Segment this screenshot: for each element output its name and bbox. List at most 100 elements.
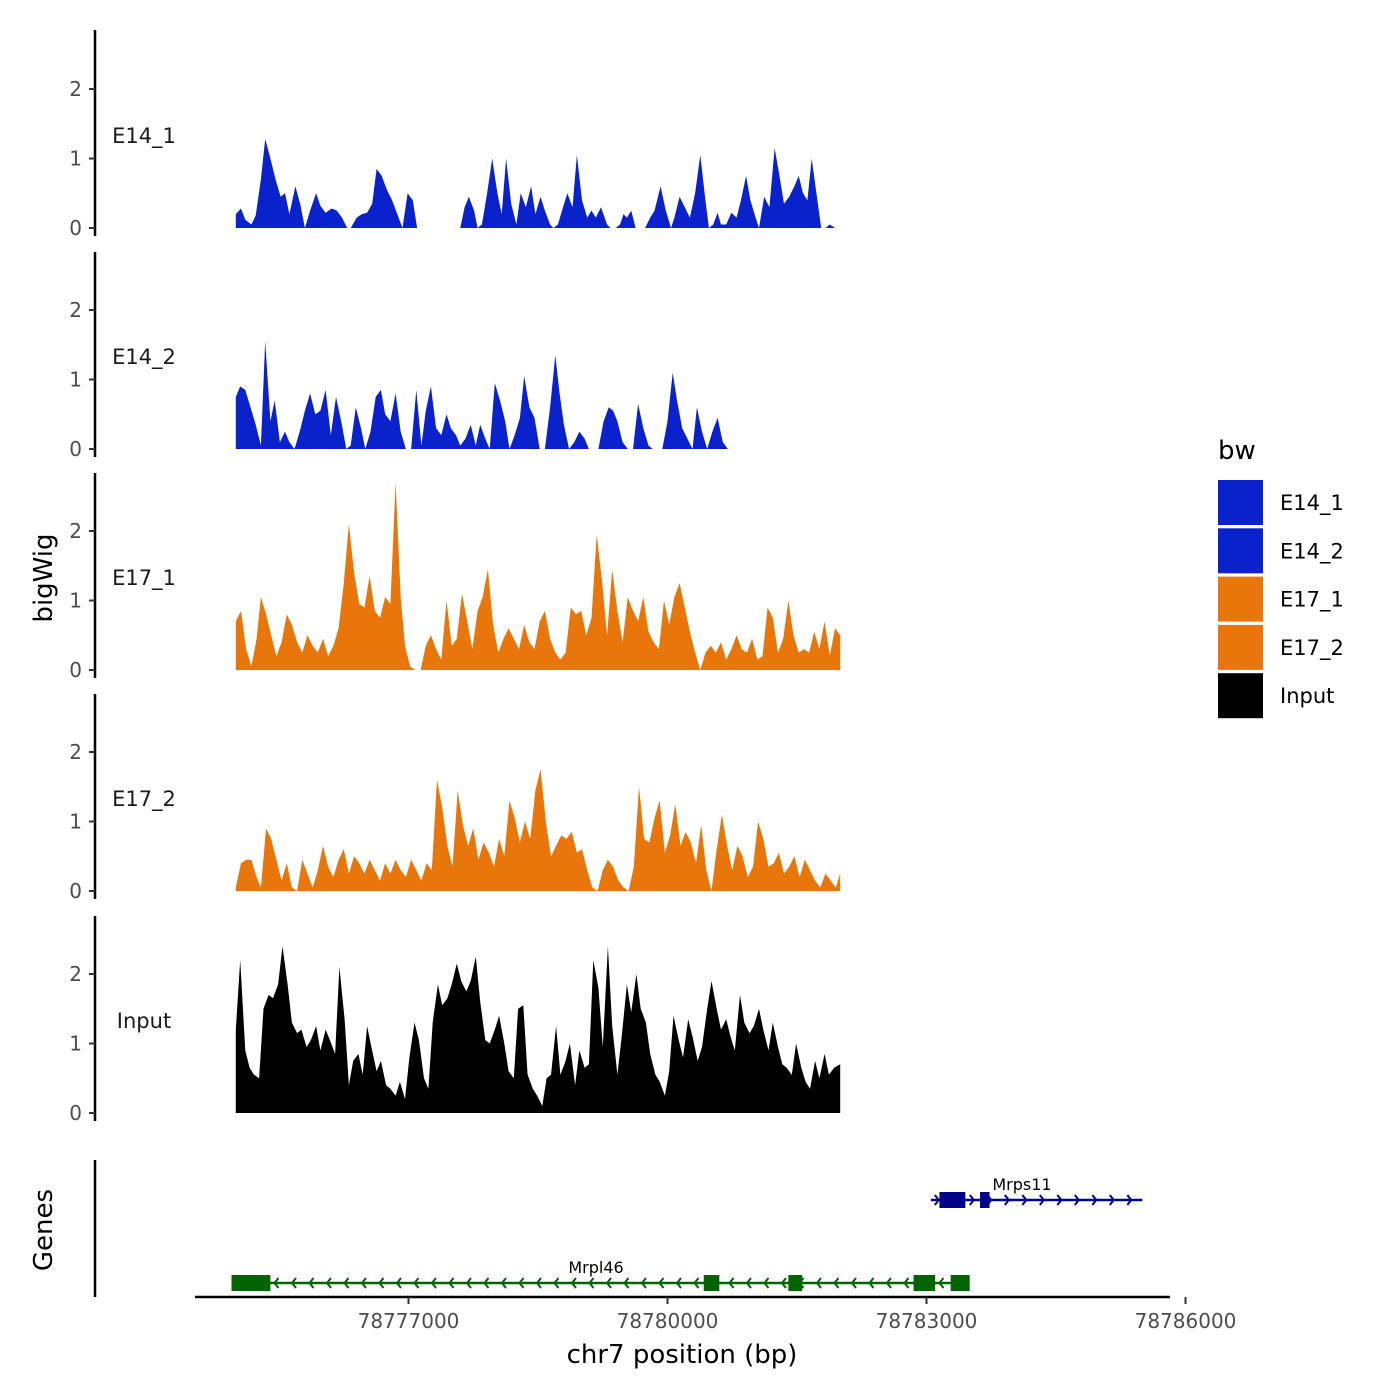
strand-arrow bbox=[535, 1277, 542, 1289]
legend-swatch-E14_2 bbox=[1218, 528, 1263, 574]
strand-arrow bbox=[1056, 1194, 1063, 1206]
area-E17_2 bbox=[235, 769, 841, 891]
track-E14_2: 0 1 2 E14_2 bbox=[69, 252, 841, 461]
y-tick-label: 0 bbox=[69, 216, 82, 240]
exon bbox=[913, 1275, 936, 1291]
strand-arrow bbox=[343, 1277, 350, 1289]
legend-label-E14_2: E14_2 bbox=[1280, 539, 1344, 564]
strand-arrow bbox=[448, 1277, 455, 1289]
track-Input: 0 1 2 Input bbox=[69, 916, 841, 1125]
y-tick-label: 0 bbox=[69, 437, 82, 461]
strand-arrow bbox=[273, 1277, 280, 1289]
track-label-Input: Input bbox=[117, 1009, 171, 1033]
genes-panel: Mrpl46 Mrps11 bbox=[93, 1160, 1143, 1297]
strand-arrow bbox=[969, 1194, 976, 1206]
strand-arrow bbox=[588, 1277, 595, 1289]
strand-arrow bbox=[675, 1277, 682, 1289]
strand-arrow bbox=[903, 1277, 910, 1289]
gene-label-Mrpl46: Mrpl46 bbox=[568, 1258, 623, 1277]
strand-arrow bbox=[815, 1277, 822, 1289]
strand-arrow bbox=[1126, 1194, 1133, 1206]
strand-arrow bbox=[728, 1277, 735, 1289]
gene-label-Mrps11: Mrps11 bbox=[992, 1175, 1051, 1194]
strand-arrow bbox=[605, 1277, 612, 1289]
exon bbox=[231, 1275, 271, 1291]
y-tick-label: 0 bbox=[69, 658, 82, 682]
strand-arrow bbox=[360, 1277, 367, 1289]
strand-arrow bbox=[430, 1277, 437, 1289]
strand-arrow bbox=[290, 1277, 297, 1289]
x-tick-label: 78786000 bbox=[1135, 1309, 1237, 1333]
track-label-E17_1: E17_1 bbox=[112, 566, 176, 591]
strand-arrow bbox=[483, 1277, 490, 1289]
strand-arrow bbox=[1004, 1194, 1011, 1206]
strand-arrow bbox=[465, 1277, 472, 1289]
legend-label-E17_2: E17_2 bbox=[1280, 636, 1344, 661]
strand-arrow bbox=[308, 1277, 315, 1289]
area-E14_2 bbox=[235, 341, 841, 449]
strand-arrow bbox=[745, 1277, 752, 1289]
strand-arrow bbox=[1074, 1194, 1081, 1206]
legend-swatch-E14_1 bbox=[1218, 480, 1263, 525]
legend-swatch-E17_2 bbox=[1218, 624, 1263, 670]
x-tick-label: 78783000 bbox=[876, 1309, 978, 1333]
strand-arrow bbox=[378, 1277, 385, 1289]
strand-arrow bbox=[1091, 1194, 1098, 1206]
y-tick-label: 1 bbox=[69, 810, 82, 834]
y-tick-label: 1 bbox=[69, 147, 82, 171]
x-axis-title: chr7 position (bp) bbox=[567, 1340, 798, 1370]
strand-arrow bbox=[780, 1277, 787, 1289]
gene-Mrps11: Mrps11 bbox=[930, 1175, 1143, 1208]
legend-swatch-Input bbox=[1218, 673, 1263, 719]
strand-arrow bbox=[623, 1277, 630, 1289]
y-axis-title: bigWig bbox=[29, 533, 59, 622]
y-tick-label: 1 bbox=[69, 368, 82, 392]
area-E14_1 bbox=[235, 139, 841, 228]
strand-arrow bbox=[518, 1277, 525, 1289]
x-tick-label: 78780000 bbox=[617, 1309, 719, 1333]
y-tick-label: 2 bbox=[69, 740, 82, 764]
track-label-E14_1: E14_1 bbox=[112, 124, 176, 149]
strand-arrow bbox=[1109, 1194, 1116, 1206]
legend-label-Input: Input bbox=[1280, 684, 1334, 708]
exon bbox=[703, 1275, 720, 1291]
tracks: 0 1 2 E14_1 0 1 2 E14_2 0 1 2 E17_1 0 1 2 E17_2 0 1 2 Input bbox=[69, 30, 841, 1125]
legend-label-E17_1: E17_1 bbox=[1280, 588, 1344, 613]
strand-arrow bbox=[553, 1277, 560, 1289]
strand-arrow bbox=[693, 1277, 700, 1289]
strand-arrow bbox=[413, 1277, 420, 1289]
strand-arrow bbox=[395, 1277, 402, 1289]
y-tick-label: 1 bbox=[69, 1032, 82, 1056]
strand-arrow bbox=[1039, 1194, 1046, 1206]
strand-arrow bbox=[500, 1277, 507, 1289]
area-Input bbox=[235, 946, 841, 1113]
y-tick-label: 0 bbox=[69, 1101, 82, 1125]
legend-title: bw bbox=[1218, 436, 1256, 466]
y-tick-label: 0 bbox=[69, 879, 82, 903]
track-E17_2: 0 1 2 E17_2 bbox=[69, 694, 841, 903]
legend: bw E14_1 E14_2 E17_1 E17_2 Input bbox=[1218, 436, 1344, 719]
x-axis: 78777000 78780000 78783000 78786000 bbox=[195, 1295, 1237, 1333]
legend-swatch-E17_1 bbox=[1218, 576, 1263, 622]
gene-Mrpl46: Mrpl46 bbox=[231, 1258, 970, 1291]
y-tick-label: 2 bbox=[69, 77, 82, 101]
strand-arrow bbox=[934, 1194, 941, 1206]
strand-arrow bbox=[850, 1277, 857, 1289]
strand-arrow bbox=[938, 1277, 945, 1289]
exon bbox=[788, 1275, 803, 1291]
track-label-E14_2: E14_2 bbox=[112, 345, 176, 370]
strand-arrow bbox=[570, 1277, 577, 1289]
strand-arrow bbox=[868, 1277, 875, 1289]
area-E17_1 bbox=[235, 482, 841, 670]
exon bbox=[939, 1192, 966, 1208]
strand-arrow bbox=[658, 1277, 665, 1289]
exon bbox=[980, 1192, 990, 1208]
strand-arrow bbox=[885, 1277, 892, 1289]
x-tick-label: 78777000 bbox=[358, 1309, 460, 1333]
legend-label-E14_1: E14_1 bbox=[1280, 491, 1344, 516]
track-E14_1: 0 1 2 E14_1 bbox=[69, 30, 841, 240]
y-tick-label: 1 bbox=[69, 589, 82, 613]
strand-arrow bbox=[1021, 1194, 1028, 1206]
y-tick-label: 2 bbox=[69, 519, 82, 543]
strand-arrow bbox=[833, 1277, 840, 1289]
